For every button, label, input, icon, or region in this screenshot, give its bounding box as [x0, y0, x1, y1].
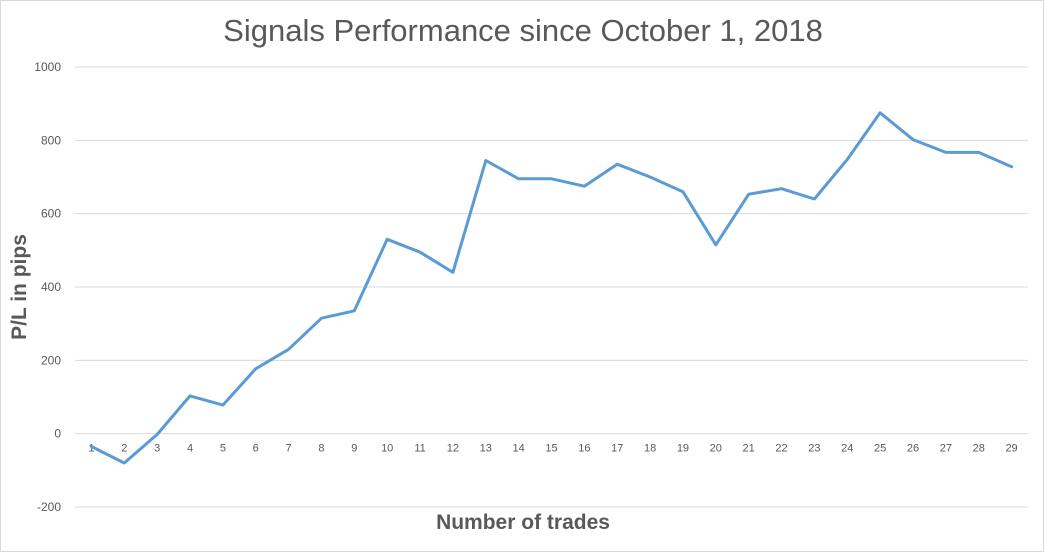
data-point	[254, 367, 257, 370]
y-tick-label: 0	[54, 427, 61, 441]
x-tick-label: 23	[808, 443, 820, 455]
data-point	[123, 462, 126, 465]
x-axis-label: Number of trades	[436, 511, 610, 534]
x-tick-label: 27	[940, 443, 952, 455]
x-tick-label: 2	[121, 443, 127, 455]
data-point	[517, 177, 520, 180]
x-tick-label: 3	[154, 443, 160, 455]
x-tick-label: 20	[710, 443, 722, 455]
x-tick-label: 17	[611, 443, 623, 455]
data-point	[977, 151, 980, 154]
data-point	[419, 251, 422, 254]
y-tick-label: 600	[41, 207, 61, 221]
data-point	[156, 433, 159, 436]
data-point	[353, 309, 356, 312]
x-tick-label: 18	[644, 443, 656, 455]
data-point	[846, 158, 849, 161]
data-point	[386, 238, 389, 241]
x-tick-label: 8	[318, 443, 324, 455]
x-tick-label: 11	[414, 443, 425, 455]
y-tick-label: 1000	[34, 60, 61, 74]
data-point	[649, 176, 652, 179]
chart-title: Signals Performance since October 1, 201…	[223, 13, 823, 48]
x-tick-label: 5	[220, 443, 226, 455]
data-point	[1010, 165, 1013, 168]
x-tick-label: 19	[677, 443, 689, 455]
x-tick-label: 10	[381, 443, 393, 455]
x-tick-label: 28	[973, 443, 985, 455]
x-tick-label: 7	[286, 443, 292, 455]
x-tick-label: 4	[187, 443, 193, 455]
data-point	[550, 177, 553, 180]
data-point	[780, 187, 783, 190]
data-point	[747, 193, 750, 196]
data-point	[911, 138, 914, 141]
x-tick-label: 16	[578, 443, 590, 455]
y-tick-label: 400	[41, 280, 61, 294]
series-line	[89, 111, 1014, 465]
x-tick-label: 12	[447, 443, 459, 455]
x-tick-label: 26	[907, 443, 919, 455]
data-point	[681, 190, 684, 193]
data-point	[813, 198, 816, 201]
x-tick-label: 29	[1005, 443, 1017, 455]
x-tick-label: 1	[88, 443, 94, 455]
x-tick-label: 24	[841, 443, 853, 455]
y-tick-label: -200	[37, 500, 61, 514]
x-tick-label: 9	[351, 443, 357, 455]
x-tick-label: 25	[874, 443, 886, 455]
x-tick-label: 13	[480, 443, 492, 455]
data-point	[90, 445, 93, 448]
data-point	[714, 243, 717, 246]
data-point	[616, 163, 619, 166]
x-tick-label: 15	[545, 443, 557, 455]
x-tick-label: 6	[253, 443, 259, 455]
data-point	[944, 151, 947, 154]
x-tick-label: 22	[775, 443, 787, 455]
data-point	[879, 111, 882, 114]
data-point	[221, 404, 224, 407]
data-point	[451, 271, 454, 274]
data-point	[320, 317, 323, 320]
y-tick-label: 800	[41, 133, 61, 147]
data-point	[189, 394, 192, 397]
x-tick-label: 14	[513, 443, 525, 455]
data-point	[583, 185, 586, 188]
data-point	[287, 348, 290, 351]
data-point	[484, 159, 487, 162]
x-tick-label: 21	[743, 443, 755, 455]
y-tick-label: 200	[41, 353, 61, 367]
